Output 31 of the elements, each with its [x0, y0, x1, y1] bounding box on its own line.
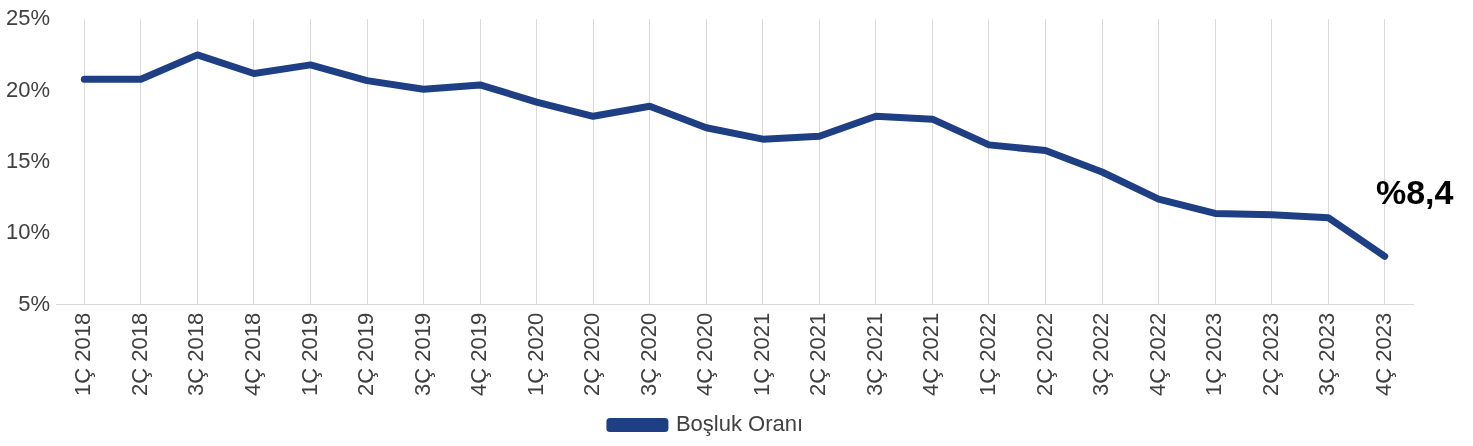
y-tick-label: 25%	[5, 5, 51, 31]
x-tick-label: 2Ç 2022	[1031, 312, 1057, 397]
x-tick-label: 1Ç 2019	[296, 312, 322, 397]
x-tick-label: 4Ç 2023	[1370, 312, 1396, 397]
x-tick-label: 4Ç 2018	[239, 312, 265, 397]
x-tick-label: 3Ç 2023	[1314, 312, 1340, 397]
x-tick-label: 2Ç 2020	[579, 312, 605, 397]
x-tick-label: 4Ç 2021	[918, 312, 944, 397]
x-tick-label: 1Ç 2018	[70, 312, 96, 397]
x-tick-label: 2Ç 2021	[805, 312, 831, 397]
x-tick-label: 2Ç 2018	[126, 312, 152, 397]
x-tick-label: 3Ç 2020	[635, 312, 661, 397]
x-tick-label: 2Ç 2023	[1257, 312, 1283, 397]
x-tick-label: 1Ç 2023	[1201, 312, 1227, 397]
x-tick-label: 3Ç 2018	[183, 312, 209, 397]
y-tick-label: 5%	[18, 290, 51, 316]
x-tick-label: 3Ç 2022	[1088, 312, 1114, 397]
x-tick-label: 3Ç 2019	[409, 312, 435, 397]
x-tick-label: 1Ç 2020	[522, 312, 548, 397]
y-tick-label: 20%	[5, 76, 51, 102]
x-tick-label: 1Ç 2021	[748, 312, 774, 397]
x-tick-label: 1Ç 2022	[975, 312, 1001, 397]
legend-label: Boşluk Oranı	[675, 411, 804, 437]
x-tick-label: 3Ç 2021	[861, 312, 887, 397]
x-tick-label: 4Ç 2020	[692, 312, 718, 397]
annotation: %8,4	[1375, 172, 1454, 211]
x-tick-label: 2Ç 2019	[353, 312, 379, 397]
y-tick-label: 15%	[5, 148, 51, 174]
x-tick-label: 4Ç 2022	[1144, 312, 1170, 397]
x-tick-label: 4Ç 2019	[466, 312, 492, 397]
y-tick-label: 10%	[5, 219, 51, 245]
